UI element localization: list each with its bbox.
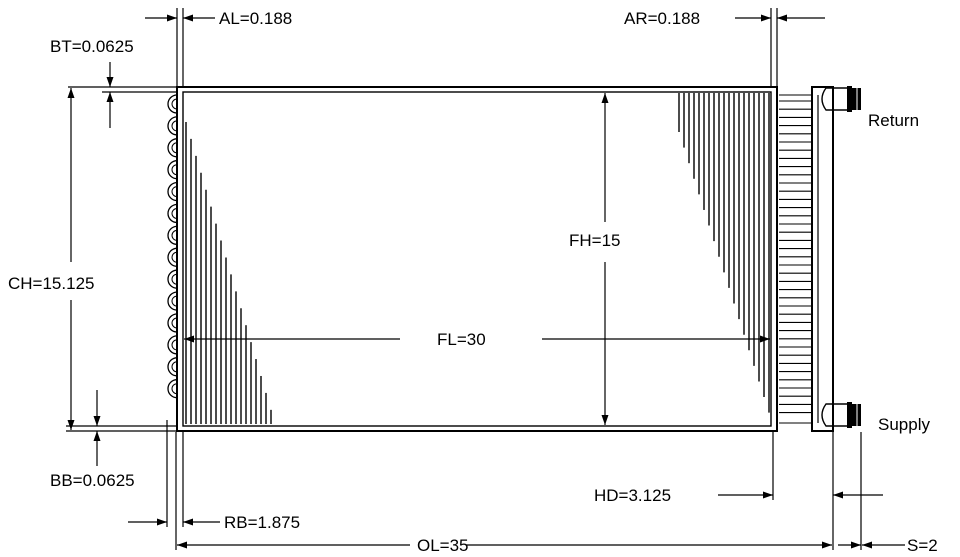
fl-label: FL=30 <box>437 330 486 349</box>
al-dimension <box>145 8 215 86</box>
bt-dimension <box>68 62 176 128</box>
ch-label: CH=15.125 <box>8 274 94 293</box>
supply-connection <box>821 402 861 428</box>
hd-label: HD=3.125 <box>594 486 671 505</box>
coil-casing-outer <box>176 86 778 432</box>
ol-dimension <box>175 432 832 550</box>
supply-label: Supply <box>878 415 930 434</box>
ol-label: OL=35 <box>417 536 469 555</box>
fin-hatching-left <box>185 122 272 424</box>
hd-dimension <box>718 432 883 550</box>
s-dimension <box>838 432 905 550</box>
s-label: S=2 <box>907 536 938 555</box>
bb-label: BB=0.0625 <box>50 471 135 490</box>
fh-label: FH=15 <box>569 231 621 250</box>
ar-dimension <box>735 8 825 86</box>
return-connection <box>821 86 861 112</box>
bb-dimension <box>66 390 176 466</box>
rb-label: RB=1.875 <box>224 513 300 532</box>
rb-dimension <box>128 420 220 527</box>
return-label: Return <box>868 111 919 130</box>
header-manifold <box>779 86 834 432</box>
fin-hatching-right <box>678 93 770 413</box>
bt-label: BT=0.0625 <box>50 37 134 56</box>
coil-casing-inner <box>182 91 772 427</box>
ar-label: AR=0.188 <box>624 9 700 28</box>
al-label: AL=0.188 <box>219 9 292 28</box>
tube-bends-left <box>167 94 178 399</box>
